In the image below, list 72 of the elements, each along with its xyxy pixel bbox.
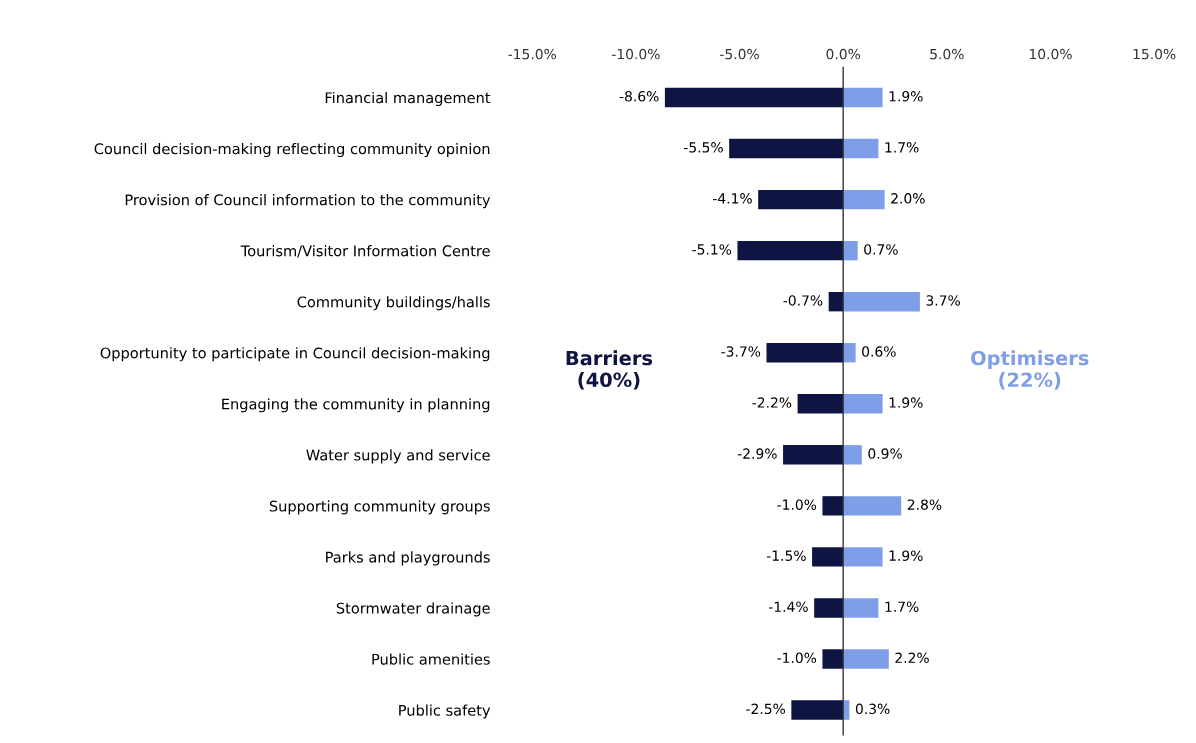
y-tick-label: Supporting community groups <box>269 500 490 515</box>
data-label: 2.8% <box>907 499 942 510</box>
bar <box>843 240 858 261</box>
data-label: -1.5% <box>766 550 806 561</box>
data-label: 3.7% <box>926 295 960 306</box>
x-tick-label: 15.0% <box>1133 48 1176 60</box>
data-label: -5.1% <box>692 244 732 255</box>
y-tick-label: Engaging the community in planning <box>222 398 490 413</box>
x-tick-label: -15.0% <box>508 48 557 60</box>
data-label: -1.0% <box>777 499 817 510</box>
x-tick-label: 5.0% <box>930 48 964 60</box>
text: Barriers (40%) <box>566 350 653 390</box>
data-label: 0.3% <box>855 703 890 715</box>
data-label: 1.9% <box>889 550 923 561</box>
bar <box>843 547 883 567</box>
data-label: -2.9% <box>737 448 777 459</box>
bar <box>843 189 885 210</box>
bar <box>843 445 862 465</box>
bar <box>843 291 920 312</box>
data-label: 1.9% <box>889 397 923 408</box>
bar <box>812 547 844 567</box>
data-label: 0.6% <box>862 346 896 357</box>
bar <box>664 87 844 108</box>
bar <box>843 598 879 618</box>
bar <box>822 649 844 669</box>
data-label: 1.7% <box>885 142 919 153</box>
bar <box>843 87 883 108</box>
data-label: -5.5% <box>683 142 723 153</box>
data-label: -8.6% <box>619 91 659 102</box>
data-label: 1.7% <box>885 601 919 612</box>
data-label: -3.7% <box>721 346 761 357</box>
data-label: 2.0% <box>891 193 925 204</box>
bar <box>766 343 844 363</box>
y-tick-label: Council decision-making reflecting community opinion <box>94 143 490 158</box>
bar <box>797 394 844 414</box>
data-label: 0.9% <box>868 448 902 459</box>
data-label: -1.4% <box>768 601 808 612</box>
bar <box>758 189 844 210</box>
bar <box>783 445 844 465</box>
bar <box>737 240 844 261</box>
bar <box>791 700 844 720</box>
y-tick-label: Provision of Council information to the community <box>125 194 491 209</box>
data-label: -4.1% <box>713 193 752 204</box>
data-label: -0.7% <box>783 295 823 306</box>
bar <box>843 649 889 669</box>
y-tick-label: Community buildings/halls <box>297 296 490 311</box>
y-tick-label: Public safety <box>399 704 491 719</box>
y-tick-label: Stormwater drainage <box>336 602 490 617</box>
bar <box>843 343 856 363</box>
data-label: 1.9% <box>889 91 923 102</box>
data-label: -2.2% <box>752 397 792 408</box>
bar <box>843 496 902 516</box>
bar <box>729 138 844 159</box>
data-label: 2.2% <box>895 652 929 664</box>
bar <box>843 138 879 159</box>
x-tick-label: 0.0% <box>826 48 861 60</box>
y-tick-label: Parks and playgrounds <box>326 551 490 566</box>
x-tick-label: -5.0% <box>720 48 759 60</box>
y-tick-label: Public amenities <box>372 653 490 665</box>
y-tick-label: Opportunity to participate in Council decision-making <box>100 347 490 362</box>
bar <box>822 496 844 516</box>
y-tick-label: Water supply and service <box>306 449 490 464</box>
x-tick-label: 10.0% <box>1029 48 1072 60</box>
data-label: -1.0% <box>777 652 817 664</box>
text: Optimisers (22%) <box>971 350 1089 390</box>
y-tick-label: Tourism/Visitor Information Centre <box>240 245 490 258</box>
y-tick-label: Financial management <box>325 91 491 107</box>
x-tick-label: -10.0% <box>611 48 660 60</box>
data-label: -2.5% <box>746 703 786 715</box>
bar <box>814 598 844 618</box>
bar <box>843 394 883 414</box>
data-label: 0.7% <box>864 244 898 255</box>
